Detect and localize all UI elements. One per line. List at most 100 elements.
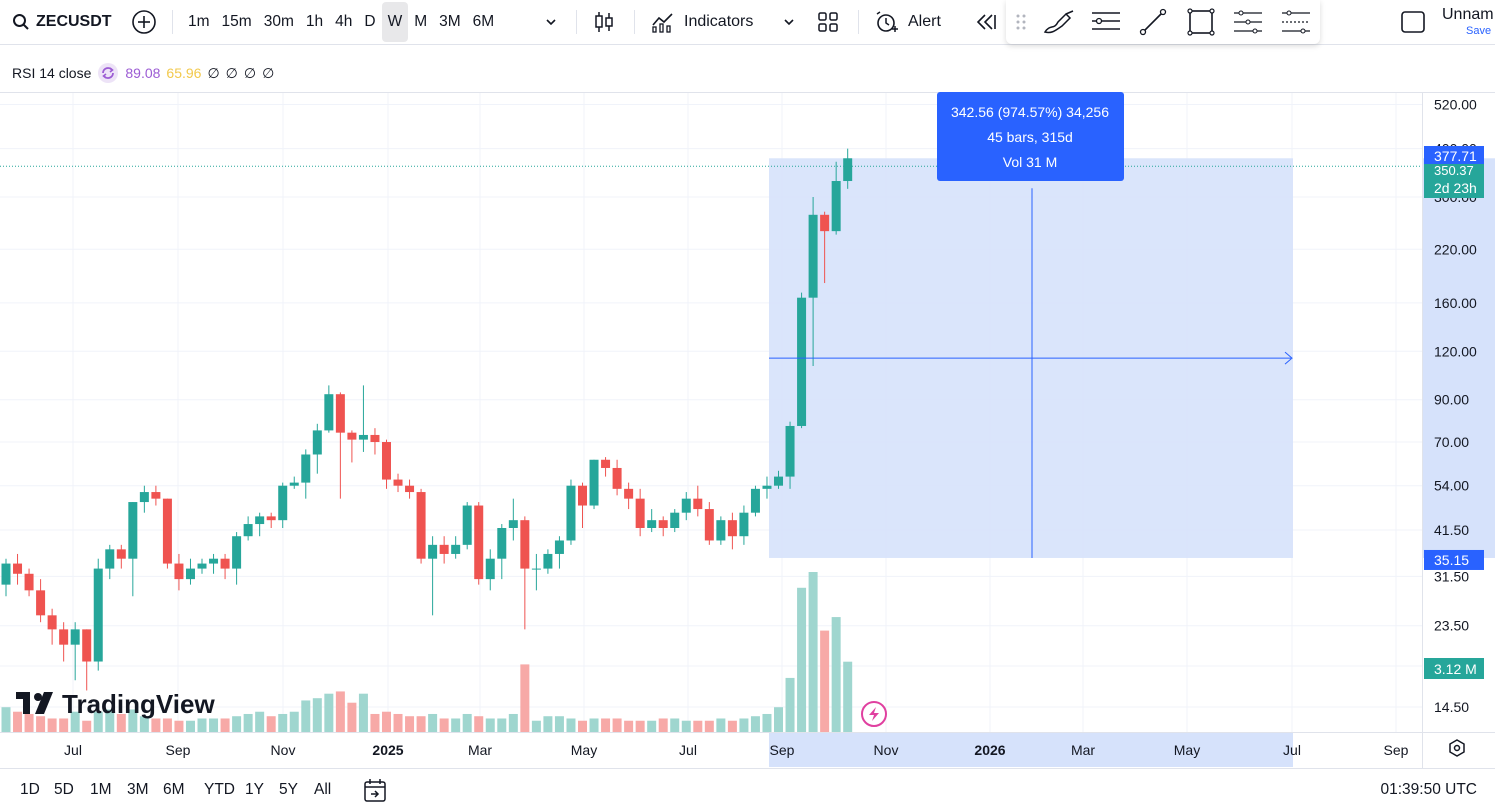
layout-name[interactable]: Unnam [1442,6,1494,24]
indicator-legend: RSI 14 close 89.08 65.96 ∅ ∅ ∅ ∅ [12,62,274,84]
candle-body [417,492,426,559]
candle [336,392,345,498]
candle [751,486,760,517]
interval-3m[interactable]: 3M [433,2,467,42]
chevron-down-icon [544,15,558,29]
interval-6m[interactable]: 6M [467,2,501,42]
volume-bar [762,714,771,732]
fib-icon[interactable] [1280,8,1312,36]
volume-bar [359,694,368,732]
range-3m[interactable]: 3M [127,781,149,799]
indicator-name[interactable]: RSI 14 close [12,65,91,81]
range-ytd[interactable]: YTD [204,781,235,799]
volume-bar [820,631,829,732]
bottom-toolbar: 01:39:50 UTC 1D 5D 1M 3M 6M YTD 1Y 5Y All [0,768,1495,812]
candle [301,449,310,498]
volume-bar [451,718,460,732]
range-6m[interactable]: 6M [163,781,185,799]
pitchfork-icon[interactable] [1232,8,1264,36]
range-1y[interactable]: 1Y [245,781,264,799]
candle [716,516,725,544]
time-tick: Mar [468,742,492,758]
price-tick: 23.50 [1434,618,1469,634]
axis-settings-icon[interactable] [1450,740,1464,756]
candle-body [359,435,368,440]
interval-1m[interactable]: 1m [182,2,216,42]
candle [509,499,518,541]
volume-bar [278,714,287,732]
chart-type-button[interactable] [592,0,616,44]
candle-body [624,489,633,499]
volume-bar [832,617,841,732]
volume-bar [647,721,656,732]
brush-icon[interactable] [1042,8,1076,36]
save-status[interactable]: Save [1466,25,1491,37]
interval-d[interactable]: D [358,2,381,42]
indicators-dropdown[interactable] [782,0,796,44]
compare-button[interactable] [131,0,157,44]
candle-body [532,569,541,570]
range-1m[interactable]: 1M [90,781,112,799]
candle [440,536,449,563]
candle [13,554,22,585]
volume-bar [497,718,506,732]
replay-button[interactable] [974,0,998,44]
candle-body [693,499,702,509]
candle [198,559,207,574]
volume-bar [728,721,737,732]
candle [117,545,126,569]
utc-clock[interactable]: 01:39:50 UTC [1381,781,1478,799]
alert-button[interactable]: Alert [874,0,941,44]
candle [566,480,575,545]
last-price-label: 377.71 [1434,148,1477,164]
range-5d[interactable]: 5D [54,781,74,799]
range-5y[interactable]: 5Y [279,781,298,799]
indicators-button[interactable]: Indicators [650,0,753,44]
candle [370,428,379,454]
candle-body [705,509,714,540]
interval-1h[interactable]: 1h [300,2,329,42]
candle-body [739,513,748,537]
range-all[interactable]: All [314,781,331,799]
interval-m[interactable]: M [408,2,433,42]
candle [739,506,748,545]
candle [682,492,691,520]
horizontal-lines-icon[interactable] [1090,8,1122,36]
interval-dropdown[interactable] [544,0,558,44]
interval-4h[interactable]: 4h [329,2,358,42]
candle [244,516,253,540]
volume-bar [474,716,483,732]
candle-body [394,480,403,486]
interval-15m[interactable]: 15m [216,2,258,42]
candle-body [336,394,345,432]
candle-body [71,629,80,644]
layouts-button[interactable] [816,0,840,44]
rewind-icon [974,12,998,32]
interval-w[interactable]: W [382,2,409,42]
candle-body [843,158,852,181]
goto-date-icon[interactable] [362,777,390,805]
gear-shape [1450,740,1464,756]
volume-bar [25,714,34,732]
layout-checkbox[interactable] [1400,0,1426,44]
symbol-search[interactable]: ZECUSDT [12,0,112,44]
time-tick: May [1174,742,1200,758]
interval-30m[interactable]: 30m [258,2,300,42]
candle [647,509,656,532]
candle-body [313,430,322,454]
volume-bar [440,718,449,732]
range-1d[interactable]: 1D [20,781,40,799]
rectangle-icon[interactable] [1186,8,1216,36]
time-tick: Nov [874,742,899,758]
volume-bar [843,662,852,732]
volume-bar [797,588,806,732]
drag-handle-icon[interactable] [1016,14,1026,30]
volume-bar [624,721,633,732]
candle-body [509,520,518,528]
candle [728,513,737,550]
candle [71,622,80,680]
trend-line-icon[interactable] [1138,8,1168,36]
